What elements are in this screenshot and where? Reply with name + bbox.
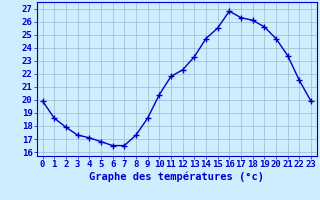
X-axis label: Graphe des températures (°c): Graphe des températures (°c) bbox=[89, 172, 264, 182]
